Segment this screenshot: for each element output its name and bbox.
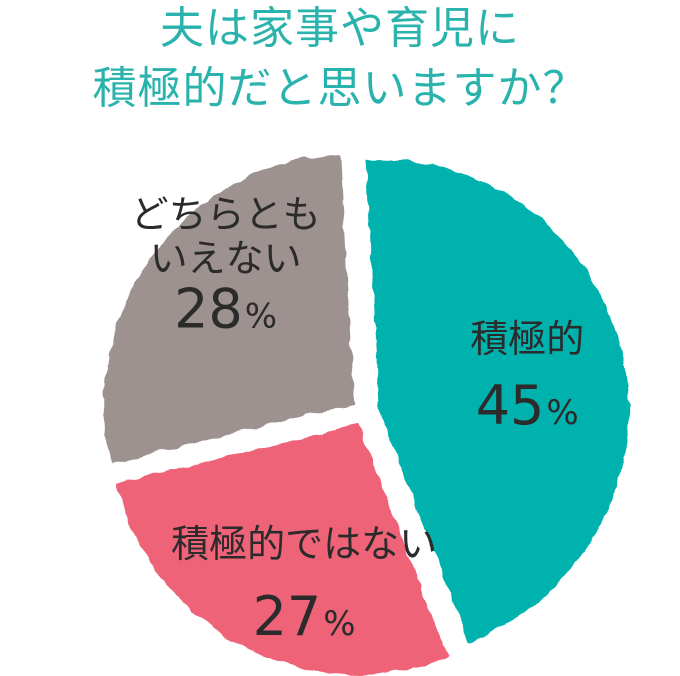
pie-slice-2 — [115, 424, 449, 675]
chart-title-line-1: 夫は家事や育児に — [160, 3, 520, 54]
slice-label-2-line-1: 積極的ではない — [171, 522, 437, 566]
pie-slice-1 — [365, 159, 629, 643]
slice-label-3-line-2: いえない — [150, 236, 302, 280]
chart-title-line-2: 積極的だと思いますか？ — [92, 63, 588, 114]
slice-label-1-line-1: 積極的 — [470, 317, 584, 361]
slice-label-3-line-1: どちらとも — [131, 192, 321, 236]
pie-slice-3 — [103, 153, 354, 464]
